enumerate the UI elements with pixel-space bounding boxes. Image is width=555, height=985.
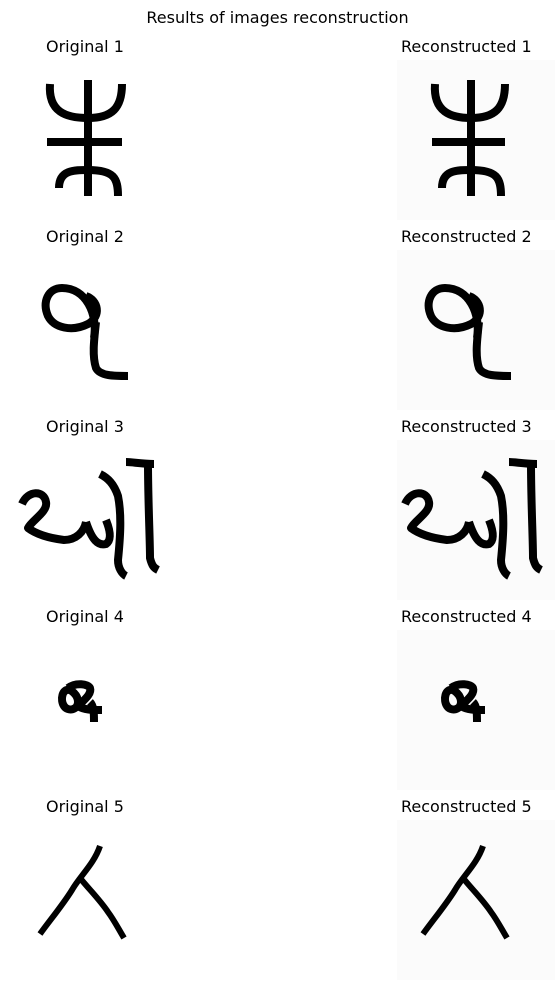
trident-cross-glyph-icon <box>45 80 126 197</box>
original-label-2: Original 2 <box>46 227 124 246</box>
reconstructed-image-1 <box>397 60 555 220</box>
lambda-like-glyph-icon <box>420 844 510 940</box>
original-image-4 <box>14 630 174 790</box>
original-image-5 <box>14 820 174 980</box>
reconstructed-label-2: Reconstructed 2 <box>401 227 532 246</box>
curl-hook-glyph-icon <box>41 284 129 380</box>
curl-hook-glyph-icon <box>424 284 512 380</box>
reconstructed-image-4 <box>397 630 555 790</box>
reconstructed-image-5 <box>397 820 555 980</box>
original-label-5: Original 5 <box>46 797 124 816</box>
original-label-3: Original 3 <box>46 417 124 436</box>
reconstructed-image-2 <box>397 250 555 410</box>
original-image-2 <box>14 250 174 410</box>
lambda-like-glyph-icon <box>37 844 127 940</box>
small-loop-glyph-icon <box>58 680 103 723</box>
reconstructed-label-4: Reconstructed 4 <box>401 607 532 626</box>
small-loop-glyph-icon <box>441 680 486 723</box>
original-label-1: Original 1 <box>46 37 124 56</box>
original-image-1 <box>14 60 174 220</box>
reconstructed-label-3: Reconstructed 3 <box>401 417 532 436</box>
figure-title: Results of images reconstruction <box>146 8 409 27</box>
devanagari-like-word-glyph-icon <box>18 458 160 580</box>
original-label-4: Original 4 <box>46 607 124 626</box>
original-image-3 <box>14 440 174 600</box>
reconstructed-image-3 <box>397 440 555 600</box>
reconstructed-label-5: Reconstructed 5 <box>401 797 532 816</box>
devanagari-like-word-glyph-icon <box>401 458 543 580</box>
trident-cross-glyph-icon <box>430 80 509 197</box>
reconstructed-label-1: Reconstructed 1 <box>401 37 532 56</box>
